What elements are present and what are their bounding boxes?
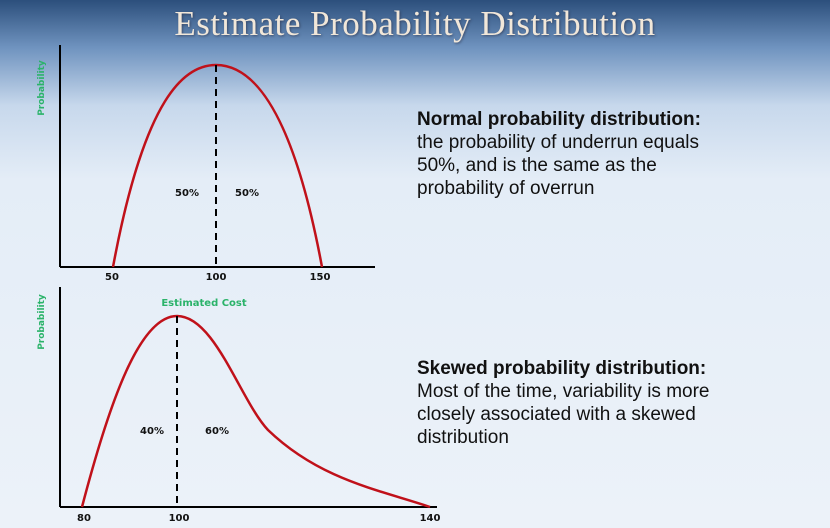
bottom-y-axis-label: Probability (37, 294, 47, 350)
top-tick-50: 50 (105, 272, 119, 283)
estimated-cost-annotation: Estimated Cost (161, 298, 247, 309)
top-y-axis-label: Probability (37, 60, 47, 116)
normal-distribution-description: Normal probability distribution: the pro… (417, 108, 817, 200)
skewed-distribution-description: Skewed probability distribution: Most of… (417, 357, 822, 449)
normal-description-body: the probability of underrun equals 50%, … (417, 132, 700, 199)
normal-distribution-chart: Probability 50 100 150 50% 50% (37, 45, 375, 283)
bottom-tick-140: 140 (420, 513, 441, 524)
page-title: Estimate Probability Distribution (174, 4, 656, 43)
bottom-tick-100: 100 (169, 513, 190, 524)
bottom-skewed-curve (80, 314, 431, 509)
skewed-distribution-chart: Probability Estimated Cost 80 100 140 40… (37, 287, 440, 524)
bottom-tick-80: 80 (77, 513, 91, 524)
skewed-description-body: Most of the time, variability is more cl… (417, 381, 710, 448)
top-tick-150: 150 (310, 272, 331, 283)
top-normal-curve (111, 63, 324, 268)
bottom-right-percent: 60% (205, 426, 229, 437)
bottom-left-percent: 40% (140, 426, 164, 437)
normal-description-heading: Normal probability distribution: (417, 109, 701, 130)
top-left-percent: 50% (175, 188, 199, 199)
skewed-description-heading: Skewed probability distribution: (417, 358, 707, 379)
top-right-percent: 50% (235, 188, 259, 199)
top-tick-100: 100 (206, 272, 227, 283)
